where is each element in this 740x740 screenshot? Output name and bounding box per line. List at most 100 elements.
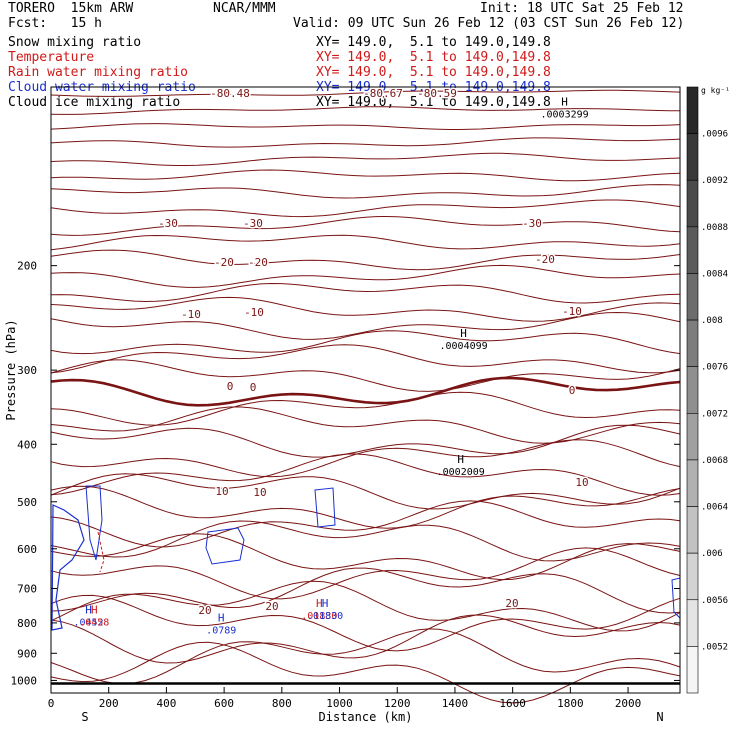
isotherm-line [50,330,681,355]
isotherm-line [50,641,681,704]
isotherm-line [50,614,681,664]
temperature-contour-label: 0 [227,380,234,393]
extremum-value: .0789 [206,626,236,637]
isotherm-line [50,376,681,407]
temperature-contour-label: 10 [575,476,588,489]
extremum-label: H [218,612,225,625]
x-tick-label: 600 [214,697,234,710]
x-tick-label: 0 [48,697,55,710]
extremum-value: .0002009 [437,467,485,478]
isotherm-line [50,453,681,496]
colorbar-segment [686,226,699,274]
isotherm-line [50,152,681,166]
extremum-value: .0004099 [440,341,488,352]
isotherm-line [50,199,681,218]
colorbar-segment [686,459,699,507]
y-tick-label: 700 [17,583,37,596]
isotherm-line [50,311,681,340]
isotherm-line [50,485,681,529]
y-tick-label: 300 [17,364,37,377]
isotherm-line [50,106,681,115]
temperature-contour-label: -80.67 [363,87,403,100]
isotherm-line [50,547,681,600]
plot-frame [50,86,681,694]
isotherm-line [50,264,681,288]
legend-range-temperature: XY= 149.0, 5.1 to 149.0,149.8 [316,50,551,65]
isotherm-line [50,184,681,199]
x-axis-label: Distance (km) [319,710,413,724]
isotherm-line [50,234,681,251]
y-tick-label: 400 [17,438,37,451]
temperature-contour-label: 0 [250,381,257,394]
isotherm-line [50,391,681,426]
temperature-contour-label: -10 [562,305,582,318]
x-end-label-right: N [656,710,663,724]
y-tick-label: 600 [17,543,37,556]
isotherm-line [50,580,681,632]
temperature-contour-label: 10 [253,486,266,499]
colorbar-unit: g kg⁻¹ [701,86,730,95]
extremum-label: H [85,604,92,617]
colorbar-segment [686,86,699,134]
extremum-value: .0003299 [541,110,589,121]
colorbar-segment [686,506,699,554]
colorbar-segment [686,179,699,228]
colorbar-segment [686,133,699,181]
colorbar-tick-label: .0096 [701,130,728,140]
legend-name-temperature: Temperature [8,50,95,65]
isotherm-line [50,359,681,392]
colorbar-tick-label: .0064 [701,503,728,513]
legend-range-snow: XY= 149.0, 5.1 to 149.0,149.8 [316,35,551,50]
extremum-value: .01830 [301,611,337,622]
legend-name-cloud-ice: Cloud ice mixing ratio [8,95,181,110]
temperature-contour-label: -20 [535,253,555,266]
temperature-contour-label: -10 [181,308,201,321]
y-tick-label: 200 [17,260,37,273]
colorbar-tick-label: .006 [701,549,723,559]
x-tick-label: 1200 [384,697,411,710]
isotherm-line [50,215,681,236]
colorbar-segment [686,646,699,694]
colorbar-segment [686,552,699,601]
x-tick-label: 800 [272,697,292,710]
isotherm-line [50,520,681,562]
isotherm-line [50,533,681,581]
x-tick-label: 200 [99,697,119,710]
isotherm-line [50,344,681,374]
temperature-contour-label: -30 [522,217,542,230]
extremum-label: H [457,453,464,466]
y-tick-label: 900 [17,647,37,660]
temperature-contour-label: 0 [569,384,576,397]
colorbar-segment [686,599,699,647]
isotherm-line [50,473,681,510]
y-tick-label: 800 [17,617,37,630]
colorbar-tick-label: .0076 [701,363,728,373]
isotherm-line [50,137,681,148]
temperature-contour-label: -30 [243,217,263,230]
x-tick-label: 400 [156,697,176,710]
extremum-label: H [460,327,467,340]
isotherm-line [50,296,681,322]
isotherm-line [50,439,681,478]
extremum-label: H [322,597,329,610]
temperature-contour-label: 20 [505,597,518,610]
isotherm-line [50,282,681,304]
colorbar-segment [686,273,699,321]
colorbar-tick-label: .008 [701,316,723,326]
colorbar-tick-label: .0052 [701,642,728,652]
x-tick-label: 2000 [615,697,642,710]
x-tick-label: 1000 [326,697,353,710]
temperature-contour-label: -20 [248,256,268,269]
temperature-contour-label: -80.59 [417,87,457,100]
colorbar-segment [686,319,699,367]
x-tick-label: 1800 [557,697,584,710]
legend-name-rain: Rain water mixing ratio [8,65,189,80]
temperature-contour-label: -20 [214,256,234,269]
extremum-label: H [561,96,568,109]
model-title: TORERO 15km ARW [8,1,134,16]
cloud-water-contour [205,527,245,565]
temperature-contour-label: 20 [198,604,211,617]
extremum-value: .01830 [307,611,343,622]
isotherm-line [50,567,681,614]
